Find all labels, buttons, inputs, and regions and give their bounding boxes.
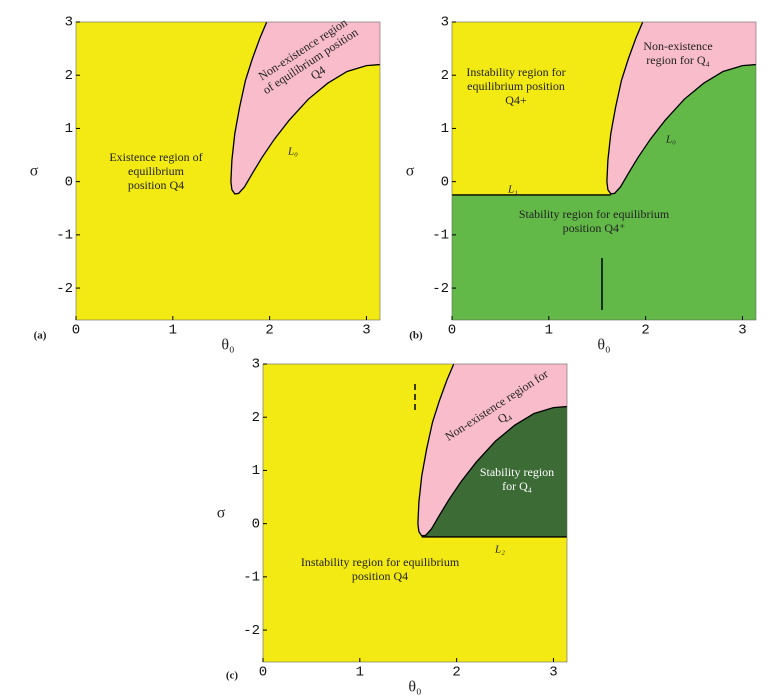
- panel-label: (c): [226, 670, 239, 682]
- annotation-line: Stability region for equilibrium: [519, 207, 670, 221]
- plot-frame: [451, 21, 757, 321]
- y-tick-label: 3: [65, 15, 73, 31]
- x-axis-label: θ₀: [408, 679, 421, 696]
- annotation-line: for Q₄: [502, 479, 532, 493]
- annotation-line: Stability region: [480, 465, 554, 479]
- lower-region: [421, 406, 567, 537]
- x-tick-label: 1: [545, 323, 553, 339]
- y-tick-label: 3: [441, 15, 449, 31]
- y-axis-label: σ: [217, 505, 226, 522]
- x-tick-label: 0: [448, 323, 456, 339]
- x-tick-label: 2: [452, 665, 460, 681]
- annotation-line: position Q4⁺: [563, 221, 626, 235]
- annotation: Stability region for equilibriumposition…: [519, 207, 670, 235]
- y-tick-label: -2: [56, 281, 73, 297]
- annotation-line: Instability region for: [466, 65, 565, 79]
- curve-label: L₀: [665, 134, 676, 146]
- x-axis-label: θ₀: [597, 337, 610, 354]
- upper-region: [606, 22, 756, 194]
- plot-frame: [75, 21, 381, 321]
- y-axis-label: σ: [406, 163, 415, 180]
- x-tick-label: 0: [259, 665, 267, 681]
- y-tick-label: -2: [243, 623, 260, 639]
- x-axis-label: θ₀: [221, 337, 234, 354]
- x-tick-label: 2: [265, 323, 273, 339]
- x-tick-label: 1: [169, 323, 177, 339]
- annotation-line: Q₄: [495, 407, 513, 426]
- x-tick-label: 2: [641, 323, 649, 339]
- y-tick-label: 0: [441, 174, 449, 190]
- annotation-line: equilibrium: [128, 164, 185, 178]
- y-tick-label: -1: [432, 228, 449, 244]
- annotation-line: Existence region of: [109, 150, 202, 164]
- y-tick-label: -1: [56, 228, 73, 244]
- annotation-line: Q4: [308, 63, 328, 83]
- annotation-line: Instability region for equilibrium: [301, 555, 460, 569]
- y-tick-label: 3: [252, 357, 260, 373]
- y-tick-label: -1: [243, 570, 260, 586]
- y-tick-label: 0: [65, 174, 73, 190]
- panel: L₁ L₀ 0 1 2 3 -2 -1 0 1 2 3 θ₀ σ (b) Instability region…: [406, 15, 757, 354]
- y-tick-label: 2: [441, 68, 449, 84]
- annotation-line: position Q4: [352, 569, 408, 583]
- x-tick-label: 1: [356, 665, 364, 681]
- y-tick-label: -2: [432, 281, 449, 297]
- upper-region: [417, 364, 567, 536]
- y-tick-label: 2: [65, 68, 73, 84]
- y-tick-label: 1: [441, 121, 449, 137]
- panel: L₀ 0 1 2 3 -2 -1 0 1 2 3 θ₀ σ (a) Existence region ofe…: [30, 15, 381, 354]
- annotation: Instability region for equilibriumpositi…: [301, 555, 460, 583]
- annotation-line: equilibrium position: [467, 79, 565, 93]
- curve-l0: [230, 21, 381, 195]
- y-axis-label: σ: [30, 163, 39, 180]
- upper-region: [230, 22, 380, 194]
- x-tick-label: 3: [549, 665, 557, 681]
- lower-region: [452, 64, 756, 320]
- line-label: L₁: [507, 184, 518, 196]
- y-tick-label: 1: [65, 121, 73, 137]
- x-tick-label: 3: [362, 323, 370, 339]
- annotation-line: Q4+: [505, 93, 527, 107]
- x-tick-label: 3: [738, 323, 746, 339]
- panel-label: (b): [409, 330, 423, 342]
- curve-label: L₀: [287, 146, 298, 158]
- plot-frame: [262, 363, 568, 663]
- annotation-line: position Q4: [128, 178, 184, 192]
- annotation-line: region for Q₄: [646, 53, 710, 67]
- annotation-line: Non-existence: [643, 39, 712, 53]
- curve-l0: [417, 363, 568, 537]
- panel-label: (a): [34, 330, 47, 342]
- curve-l0: [606, 21, 757, 195]
- y-tick-label: 1: [252, 463, 260, 479]
- x-tick-label: 0: [72, 323, 80, 339]
- y-tick-label: 0: [252, 516, 260, 532]
- line-label: L₂: [494, 544, 505, 556]
- y-tick-label: 2: [252, 410, 260, 426]
